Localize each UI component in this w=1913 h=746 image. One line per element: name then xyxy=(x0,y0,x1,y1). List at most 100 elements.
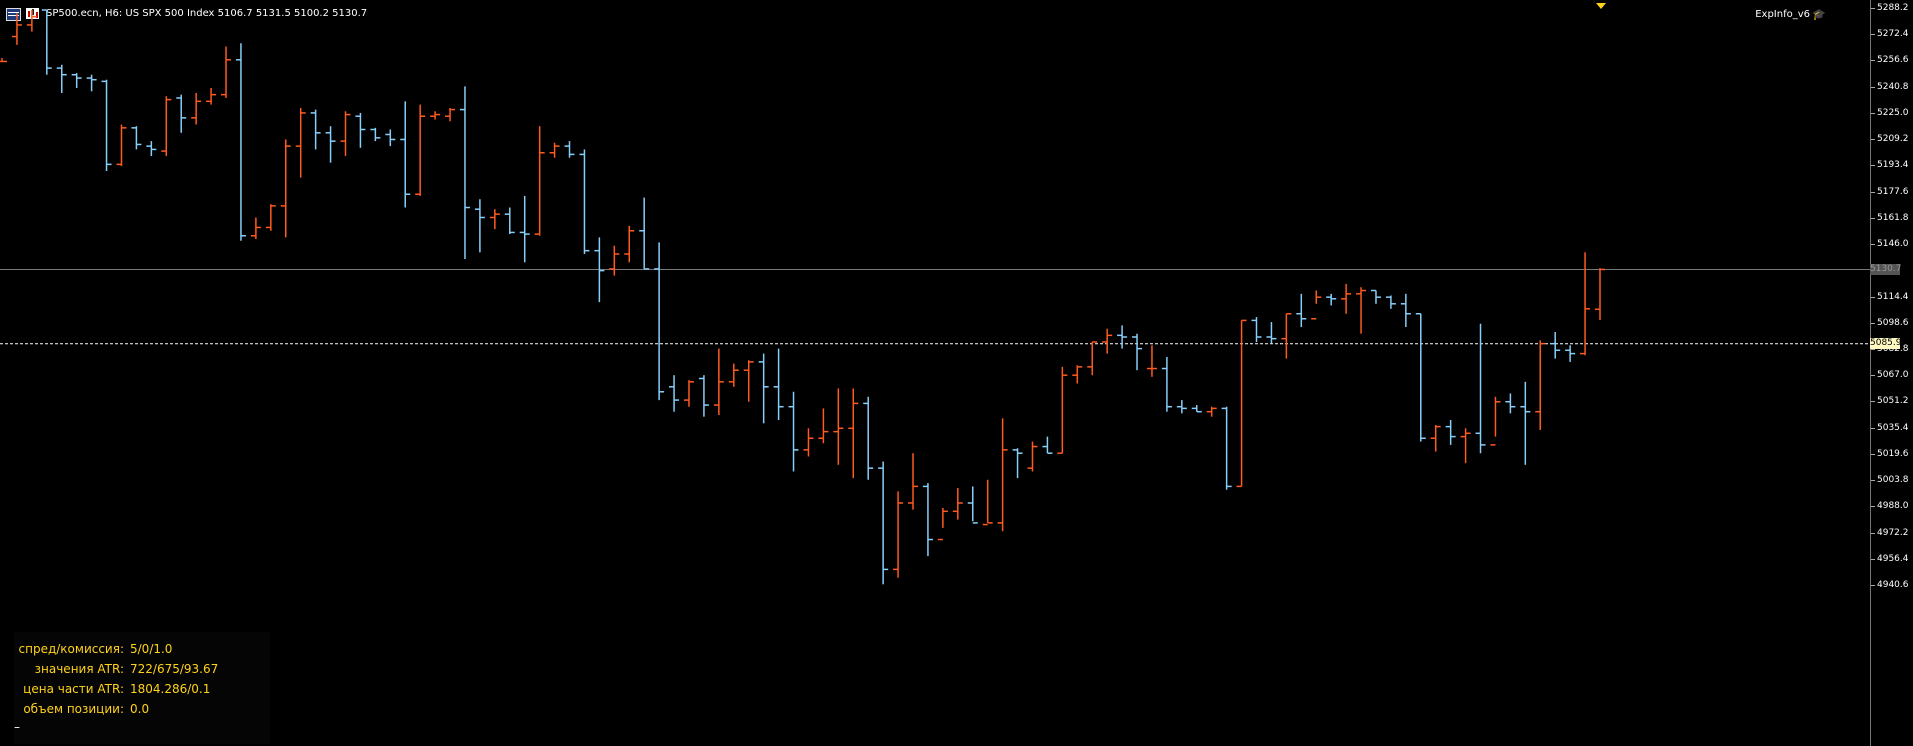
ohlc-bar xyxy=(639,197,650,270)
axis-label: 5098.6 xyxy=(1877,317,1909,328)
ohlc-bar xyxy=(698,375,709,417)
ohlc-bar xyxy=(997,418,1008,532)
ohlc-bar xyxy=(0,58,7,63)
ohlc-bar xyxy=(833,388,844,465)
axis-label: 4988.0 xyxy=(1877,501,1909,512)
info-footer: – xyxy=(14,720,20,734)
axis-tick xyxy=(1871,60,1875,62)
ohlc-bar xyxy=(86,74,97,92)
ohlc-bar xyxy=(609,245,620,276)
ohlc-bar xyxy=(206,88,217,105)
ohlc-bar xyxy=(534,126,545,236)
ohlc-bar xyxy=(504,207,515,235)
axis-tick xyxy=(1871,375,1875,377)
ohlc-bar xyxy=(1176,400,1187,414)
ohlc-bar xyxy=(1042,436,1053,454)
axis-tick xyxy=(1871,401,1875,403)
ohlc-bar xyxy=(1370,289,1381,304)
ohlc-bar xyxy=(1161,356,1172,412)
ohlc-bar xyxy=(1475,323,1486,454)
axis-label: 5256.6 xyxy=(1877,55,1909,66)
ohlc-bar xyxy=(430,111,441,120)
ohlc-bar xyxy=(1535,340,1546,430)
axis-label: 5114.4 xyxy=(1877,291,1909,302)
ohlc-bars xyxy=(0,9,1605,585)
ohlc-bar xyxy=(415,104,426,196)
ohlc-bar xyxy=(26,9,37,32)
period-marker-icon xyxy=(1596,3,1606,9)
ohlc-bar xyxy=(758,353,769,424)
price-axis: 5288.2 5272.4 5256.6 5240.8 5225.0 5209.2 5193… xyxy=(1870,0,1913,746)
ohlc-bar xyxy=(818,408,829,444)
ohlc-bar xyxy=(459,86,470,259)
ohlc-bar xyxy=(713,348,724,416)
info-label: спред/комиссия: xyxy=(18,642,124,656)
axis-tick xyxy=(1871,217,1875,219)
ohlc-bar xyxy=(564,141,575,158)
ohlc-bar xyxy=(280,139,291,238)
ohlc-bar xyxy=(221,46,232,98)
axis-label: 5146.0 xyxy=(1877,239,1909,250)
axis-tick xyxy=(1871,296,1875,298)
indicator-label: ExpInfo_v6 xyxy=(1755,9,1810,20)
ohlc-bar xyxy=(1251,317,1262,342)
ohlc-bar xyxy=(803,428,814,457)
ohlc-bar xyxy=(1520,381,1531,465)
ohlc-bar xyxy=(1191,405,1202,413)
price-chart[interactable] xyxy=(0,0,1870,746)
info-value: 722/675/93.67 xyxy=(130,662,219,676)
axis-label: 4972.2 xyxy=(1877,527,1909,538)
info-label: значения ATR: xyxy=(34,662,124,676)
info-value: 5/0/1.0 xyxy=(130,642,173,656)
ohlc-bar xyxy=(1132,333,1143,371)
ohlc-bar xyxy=(1565,345,1576,362)
ohlc-bar xyxy=(1072,365,1083,384)
axis-tick xyxy=(1871,532,1875,534)
ohlc-bar xyxy=(594,237,605,303)
axis-label: 5019.6 xyxy=(1877,448,1909,459)
axis-tick xyxy=(1871,112,1875,114)
ohlc-bar xyxy=(1505,393,1516,414)
axis-label: 5177.6 xyxy=(1877,186,1909,197)
price-lines xyxy=(0,268,1870,345)
ohlc-bar xyxy=(265,204,276,231)
axis-label: 5193.4 xyxy=(1877,160,1909,171)
ohlc-bar xyxy=(295,107,306,178)
ohlc-bar xyxy=(1400,293,1411,328)
ohlc-bar xyxy=(1430,424,1441,452)
ohlc-bar xyxy=(1087,341,1098,376)
axis-label: 5051.2 xyxy=(1877,396,1909,407)
ohlc-bar xyxy=(1281,313,1292,359)
ohlc-bar xyxy=(654,242,665,401)
ohlc-bar xyxy=(908,453,919,510)
symbol-info: SP500.ecn, H6: US SPX 500 Index 5106.7 5… xyxy=(46,8,368,19)
axis-label: 5209.2 xyxy=(1877,134,1909,145)
ohlc-bar xyxy=(310,109,321,150)
ohlc-bar xyxy=(728,363,739,387)
ohlc-bar xyxy=(445,107,456,122)
ohlc-bar xyxy=(549,142,560,158)
ohlc-bar xyxy=(250,217,261,240)
ohlc-bar xyxy=(669,375,680,412)
ohlc-bar xyxy=(1326,293,1337,306)
ohlc-bar xyxy=(191,92,202,125)
axis-label: 4956.4 xyxy=(1877,553,1909,564)
ohlc-bar xyxy=(56,64,67,93)
ohlc-bar xyxy=(1595,268,1605,321)
axis-label: 5067.0 xyxy=(1877,370,1909,381)
ohlc-bar xyxy=(1460,428,1471,464)
ohlc-bar xyxy=(116,124,127,167)
ohlc-bar xyxy=(1550,332,1561,359)
axis-label: 5225.0 xyxy=(1877,107,1909,118)
axis-label: 5288.2 xyxy=(1877,3,1909,13)
ohlc-bar xyxy=(1385,295,1396,309)
graduation-cap-icon[interactable]: 🎓 xyxy=(1812,8,1826,21)
ohlc-bar xyxy=(370,127,381,142)
info-label: цена части ATR: xyxy=(23,682,124,696)
axis-tick xyxy=(1871,139,1875,141)
ohlc-bar xyxy=(982,479,993,526)
axis-tick xyxy=(1871,34,1875,36)
ohlc-bar xyxy=(1580,252,1591,356)
ohlc-bar xyxy=(773,348,784,421)
ohlc-bar xyxy=(11,13,22,45)
